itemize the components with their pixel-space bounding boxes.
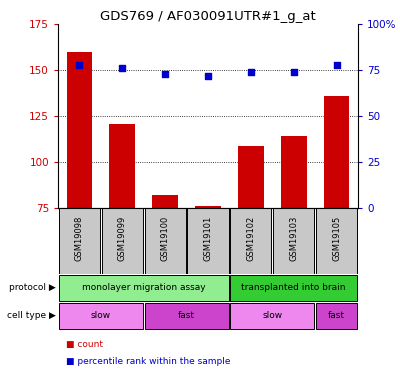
Text: ■ percentile rank within the sample: ■ percentile rank within the sample [66, 357, 230, 366]
Text: slow: slow [262, 311, 282, 320]
Bar [59, 275, 228, 301]
Text: cell type ▶: cell type ▶ [7, 311, 56, 320]
Bar [273, 208, 314, 274]
Text: GSM19099: GSM19099 [118, 216, 127, 261]
Point [248, 69, 254, 75]
Bar [102, 208, 143, 274]
Bar [316, 208, 357, 274]
Bar [66, 52, 92, 208]
Point [333, 62, 340, 68]
Bar [152, 195, 178, 208]
Text: transplanted into brain: transplanted into brain [242, 284, 346, 292]
Bar [316, 303, 357, 329]
Text: slow: slow [91, 311, 111, 320]
Point [119, 66, 126, 72]
Title: GDS769 / AF030091UTR#1_g_at: GDS769 / AF030091UTR#1_g_at [100, 10, 316, 23]
Text: ■ count: ■ count [66, 340, 103, 349]
Bar [324, 96, 350, 208]
Point [290, 69, 297, 75]
Text: GSM19105: GSM19105 [332, 216, 341, 261]
Bar [230, 275, 357, 301]
Bar [188, 208, 228, 274]
Text: GSM19102: GSM19102 [246, 216, 255, 261]
Text: fast: fast [178, 311, 195, 320]
Bar [59, 303, 143, 329]
Text: fast: fast [328, 311, 345, 320]
Bar [230, 303, 314, 329]
Bar [281, 136, 306, 208]
Bar [230, 208, 272, 274]
Point [162, 71, 168, 77]
Bar [110, 124, 135, 208]
Point [76, 62, 83, 68]
Text: protocol ▶: protocol ▶ [9, 284, 56, 292]
Bar [195, 206, 221, 208]
Text: GSM19098: GSM19098 [75, 216, 84, 261]
Point [205, 73, 211, 79]
Text: monolayer migration assay: monolayer migration assay [82, 284, 206, 292]
Bar [238, 146, 264, 208]
Text: GSM19103: GSM19103 [289, 216, 298, 261]
Text: GSM19100: GSM19100 [161, 216, 170, 261]
Bar [59, 208, 100, 274]
Bar [144, 208, 186, 274]
Bar [144, 303, 228, 329]
Text: GSM19101: GSM19101 [204, 216, 212, 261]
